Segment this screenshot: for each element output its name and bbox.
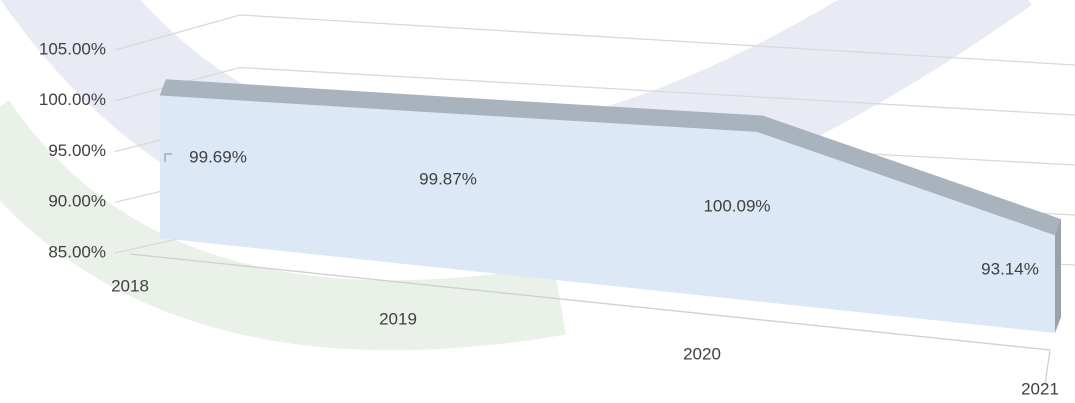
chart: 85.00% 90.00% 95.00% 100.00% 105.00% 2018 99.6…: [0, 0, 1075, 403]
y-tick-label: 85.00%: [48, 242, 106, 261]
x-tick-label: 2018: [111, 276, 149, 295]
x-tick-label: 2019: [379, 309, 417, 328]
data-label: 99.69%: [189, 147, 247, 166]
data-label: 93.14%: [981, 259, 1039, 278]
area-side-face: [1055, 219, 1061, 333]
y-tick-label: 100.00%: [39, 90, 106, 109]
y-tick-label: 105.00%: [39, 39, 106, 58]
x-tick-label: 2021: [1021, 379, 1059, 398]
data-label: 99.87%: [419, 169, 477, 188]
y-tick-label: 90.00%: [48, 192, 106, 211]
y-tick-label: 95.00%: [48, 141, 106, 160]
x-tick-label: 2020: [683, 344, 721, 363]
data-label: 100.09%: [703, 196, 770, 215]
